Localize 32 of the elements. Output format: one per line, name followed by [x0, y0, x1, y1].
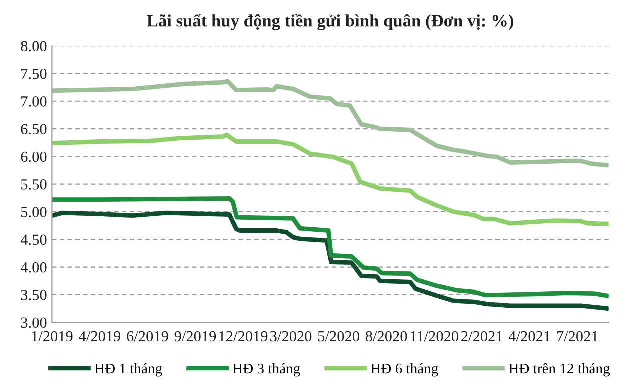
line-series	[52, 210, 609, 311]
y-tick-label: 4.50	[20, 234, 47, 246]
y-tick-label: 3.00	[21, 318, 47, 328]
x-tick-label: 6/2019	[127, 331, 168, 342]
x-tick-label: 12/2019	[220, 331, 268, 342]
x-tick-label: 1/2019	[32, 331, 73, 342]
line-series	[52, 196, 609, 298]
legend-label: HĐ 3 tháng	[232, 363, 300, 377]
y-tick-label: 7.00	[22, 96, 47, 107]
x-tick-label: 4/2021	[508, 331, 550, 342]
y-tick-label: 3.50	[21, 290, 47, 300]
x-tick-label: 8/2020	[366, 331, 408, 342]
x-tick-label: 4/2019	[79, 331, 121, 342]
line-series	[52, 79, 609, 168]
chart-title: Lãi suất huy động tiền gửi bình quân (Đơn vị: %)	[147, 14, 514, 30]
y-tick-label: 6.50	[21, 124, 47, 135]
y-tick-label: 5.00	[22, 207, 47, 218]
x-tick-label: 9/2019	[174, 331, 216, 342]
x-tick-label: 3/2020	[270, 331, 312, 342]
x-tick-label: 2/2021	[462, 331, 502, 342]
y-tick-label: 7.50	[22, 68, 47, 80]
legend-label: HĐ 1 tháng	[94, 363, 162, 377]
y-tick-label: 6.00	[21, 152, 47, 162]
legend-label: HĐ 6 tháng	[371, 363, 438, 377]
y-tick-label: 4.00	[20, 262, 47, 273]
x-tick-label: 7/2021	[557, 331, 598, 342]
line-series	[52, 132, 609, 226]
y-tick-label: 8.00	[21, 41, 47, 52]
legend-label: HĐ trên 12 tháng	[509, 363, 610, 377]
x-tick-label: 11/2020	[410, 331, 458, 342]
y-tick-label: 5.50	[22, 179, 47, 190]
x-tick-label: 5/2020	[318, 331, 360, 342]
